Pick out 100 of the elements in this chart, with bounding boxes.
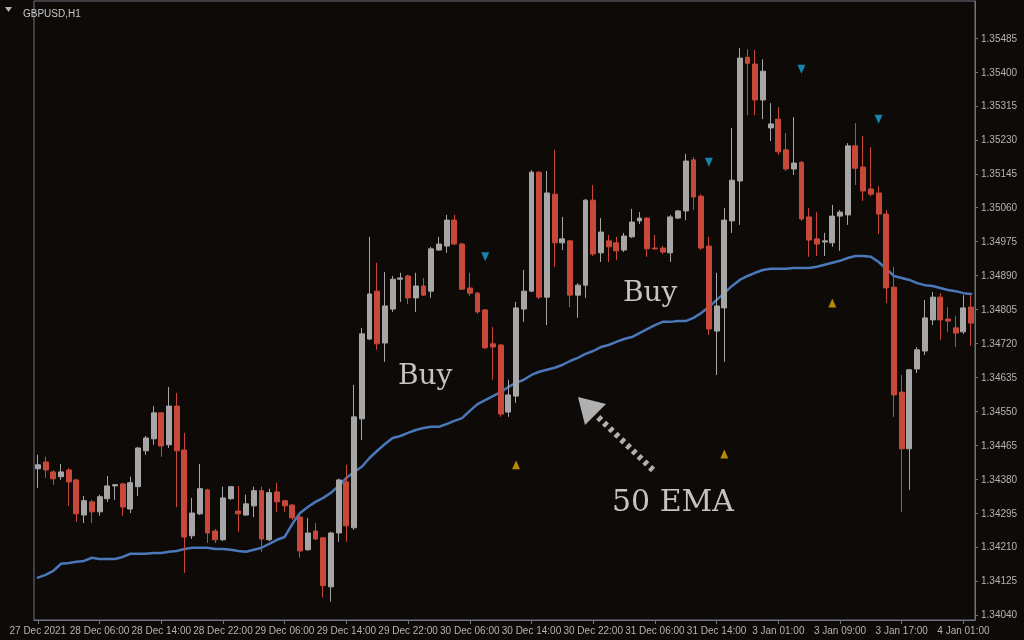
candlestick	[151, 405, 157, 446]
x-tick-label: 30 Dec 14:00	[501, 624, 562, 636]
candlestick	[212, 528, 218, 544]
y-tick-label: 1.34295	[981, 507, 1018, 519]
candlestick	[860, 135, 866, 202]
candlestick	[621, 232, 627, 253]
x-tick-label: 30 Dec 06:00	[440, 624, 500, 636]
candlestick	[583, 198, 588, 299]
candlestick	[575, 282, 581, 319]
candlestick	[737, 47, 743, 226]
y-tick-label: 1.34805	[981, 304, 1018, 315]
x-tick-label: 29 Dec 22:00	[378, 624, 439, 636]
candlestick	[914, 346, 920, 374]
candlestick	[436, 236, 442, 252]
candlestick	[158, 411, 164, 458]
line-series	[36, 254, 973, 579]
candlestick	[945, 306, 951, 333]
candlestick	[35, 454, 41, 489]
candlestick	[305, 517, 311, 552]
candlestick	[343, 464, 349, 543]
x-tick-label: 29 Dec 06:00	[254, 624, 315, 636]
candlestick	[745, 48, 750, 116]
candlestick	[166, 386, 172, 449]
x-tick-label: 30 Dec 22:00	[563, 624, 624, 636]
candlestick	[498, 343, 504, 418]
candlestick	[683, 153, 689, 221]
candlestick	[421, 277, 426, 297]
candlestick	[127, 476, 133, 514]
candlestick	[567, 239, 573, 308]
candlestick	[814, 211, 820, 257]
candlestick	[251, 486, 257, 518]
candlestick	[960, 294, 966, 335]
candlestick	[845, 142, 851, 226]
candlestick	[228, 485, 234, 501]
candlestick	[937, 292, 943, 341]
x-tick-label: 28 Dec 06:00	[69, 624, 130, 636]
candlestick	[752, 49, 758, 116]
candlestick	[529, 169, 534, 293]
point	[512, 460, 521, 470]
point	[481, 252, 490, 262]
y-tick-label: 1.34125	[981, 575, 1018, 587]
candlestick	[930, 291, 936, 326]
candlestick	[513, 301, 519, 404]
candlestick	[351, 384, 357, 531]
candlestick	[220, 486, 226, 542]
candlestick	[197, 463, 203, 516]
x-tick-label: 28 Dec 22:00	[193, 624, 254, 636]
candlestick	[637, 211, 642, 225]
candlestick	[189, 497, 195, 540]
point	[874, 114, 883, 124]
candlestick	[444, 214, 450, 254]
y-tick-label: 1.34465	[981, 439, 1018, 451]
y-tick-label: 1.34380	[981, 473, 1018, 485]
y-tick-label: 1.35400	[981, 66, 1018, 78]
x-tick-label: 29 Dec 14:00	[316, 624, 377, 636]
candlestick	[143, 435, 149, 456]
candlestick	[729, 127, 735, 234]
candlestick	[58, 463, 64, 481]
y-tick-label: 1.34210	[981, 541, 1018, 553]
candlestick	[868, 146, 874, 197]
x-tick-label: 3 Jan 17:00	[875, 624, 929, 636]
candlestick	[906, 368, 912, 491]
candlestick	[89, 499, 95, 524]
candlestick	[953, 315, 959, 348]
annotation: Buy	[623, 274, 678, 308]
candlestick	[706, 236, 712, 336]
y-tick-label: 1.35485	[981, 32, 1018, 44]
candlestick	[791, 116, 797, 176]
point	[797, 64, 806, 74]
point	[828, 298, 837, 308]
candlestick	[367, 236, 372, 341]
candlestick	[297, 515, 303, 559]
x-tick-label: 3 Jan 01:00	[752, 624, 805, 636]
y-tick-label: 1.35060	[981, 202, 1018, 214]
y-tick-label: 1.35230	[981, 134, 1018, 146]
annotation: Buy	[398, 357, 453, 391]
candlestick	[50, 469, 56, 486]
candlestick	[536, 170, 542, 300]
candlestick	[482, 308, 488, 350]
y-tick-label: 1.34890	[981, 270, 1018, 282]
candlestick	[274, 482, 280, 513]
candlestick	[783, 132, 789, 172]
x-tick-label: 3 Jan 09:00	[813, 624, 867, 636]
candlestick	[490, 326, 496, 381]
candlestick	[675, 209, 681, 220]
candlestick	[559, 216, 565, 251]
candlestick	[259, 486, 264, 553]
candlestick	[359, 327, 365, 441]
y-tick-label: 1.34720	[981, 337, 1018, 349]
candlestick	[328, 531, 334, 603]
candlestick	[760, 58, 766, 120]
candlestick	[43, 456, 49, 479]
candlestick	[891, 266, 897, 418]
candlestick	[544, 170, 550, 326]
y-tick-label: 1.34550	[981, 405, 1018, 417]
candlestick	[629, 208, 635, 239]
candlestick	[266, 488, 272, 542]
candlestick	[81, 495, 87, 524]
x-tick-label: 31 Dec 14:00	[686, 624, 747, 636]
candlestick	[405, 274, 411, 305]
